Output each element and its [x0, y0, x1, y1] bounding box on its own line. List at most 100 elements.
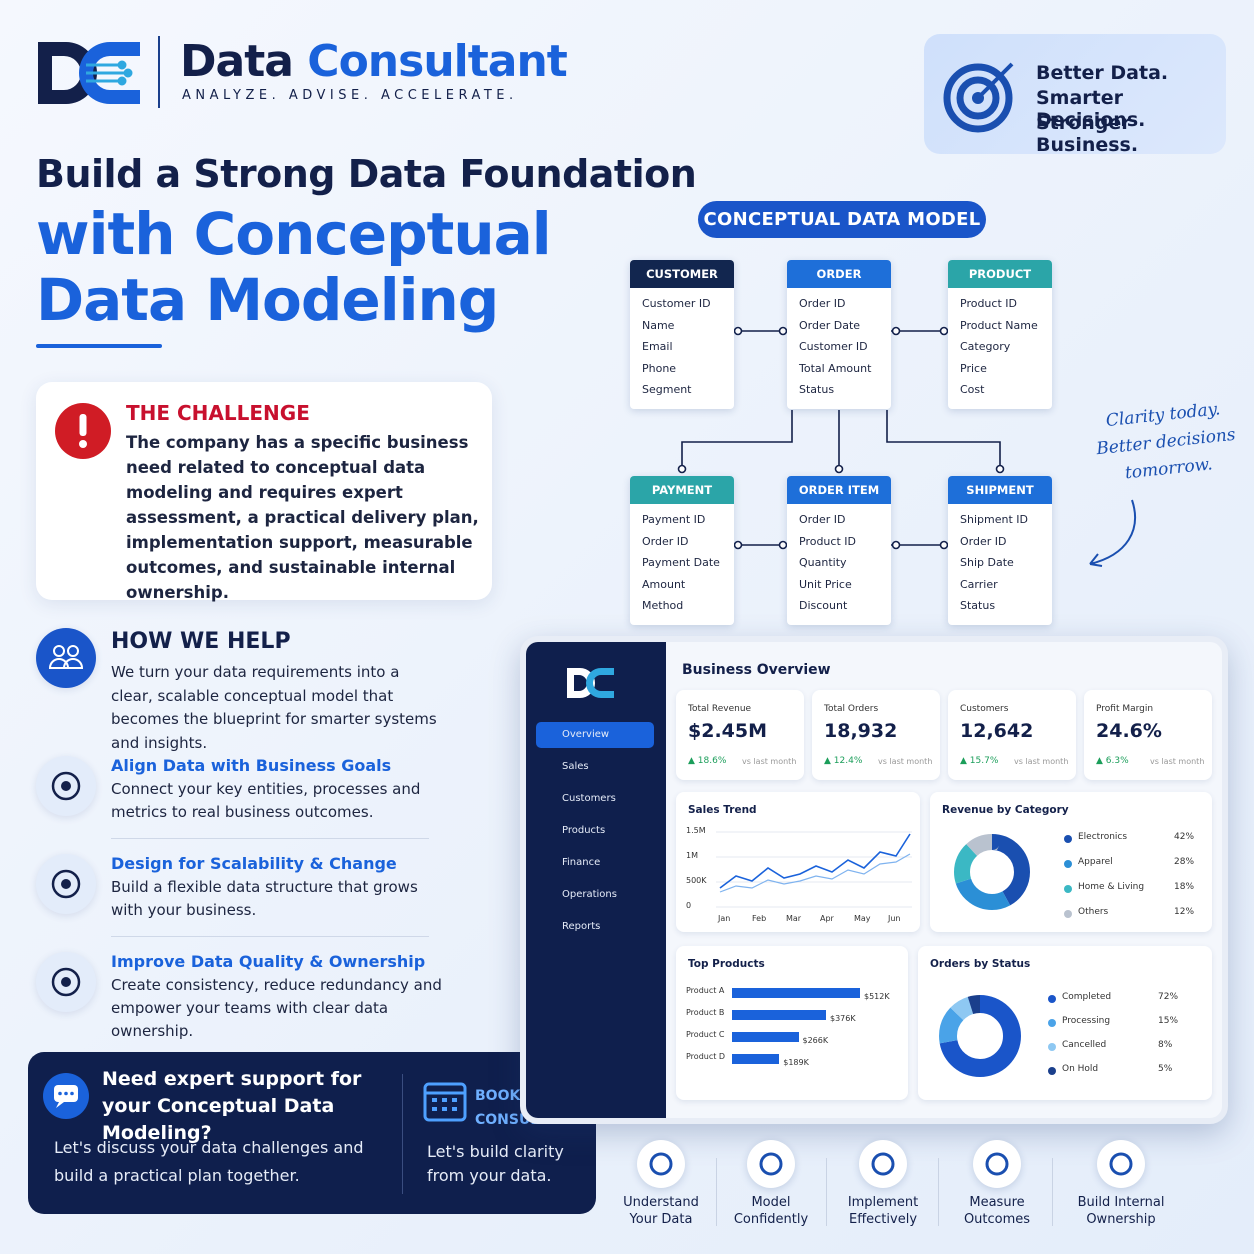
entity-name: SHIPMENT	[948, 476, 1052, 504]
nav-item[interactable]: Products	[562, 825, 606, 836]
legend-label: Others	[1078, 907, 1109, 917]
entity-field: Method	[642, 599, 684, 612]
value-label: 72%	[1158, 992, 1179, 1002]
separator	[111, 838, 429, 839]
item-text: Connect your key entities, processes and…	[111, 780, 421, 821]
kpi-note: vs last month	[1014, 757, 1069, 766]
chat-icon	[43, 1073, 89, 1119]
entity-field: Ship Date	[960, 556, 1014, 569]
entity-field: Phone	[642, 361, 677, 375]
cta-panel	[28, 1052, 596, 1214]
donut-segment	[939, 995, 1021, 1077]
panel-title: Sales Trend	[688, 804, 757, 816]
kpi-value: 12,642	[960, 720, 1034, 742]
entity-field: Quantity	[799, 556, 847, 569]
bar-label: Product C	[686, 1030, 725, 1039]
kpi-change-value: 12.4%	[833, 756, 863, 766]
nav-item[interactable]: Overview	[536, 722, 654, 748]
entity: ORDER Order ID Order Date Customer ID Total …	[787, 260, 891, 409]
target-icon	[943, 62, 1014, 133]
step-label: Build Internal Ownership	[1077, 1195, 1165, 1227]
legend-label: On Hold	[1062, 1064, 1099, 1074]
entity-name: ORDER	[787, 260, 891, 288]
nav-item[interactable]: Reports	[562, 921, 601, 932]
step: Measure Outcomes	[942, 1140, 1052, 1228]
value-label: 15%	[1158, 1016, 1179, 1026]
kpi-change-value: 15.7%	[969, 756, 999, 766]
step-icon	[973, 1140, 1021, 1188]
challenge-card	[36, 382, 492, 600]
step: Understand Your Data	[606, 1140, 716, 1228]
trend-line	[716, 831, 912, 908]
icon-ring	[51, 869, 81, 899]
entity-field: Payment ID	[642, 513, 706, 526]
value-label: 18%	[1174, 882, 1195, 892]
value-label: 28%	[1174, 857, 1195, 867]
step-label: Understand Your Data	[623, 1195, 699, 1227]
entity-field: Price	[960, 361, 987, 375]
kpi-label: Profit Margin	[1096, 704, 1154, 714]
entity-field: Cost	[960, 383, 985, 396]
legend-dot	[1048, 1067, 1056, 1075]
icon-glyph	[649, 1152, 673, 1176]
kpi-change-value: 18.6%	[697, 756, 727, 766]
donut-segment	[954, 834, 1030, 910]
headline-accent: Data Modeling	[36, 266, 499, 334]
nav-item[interactable]: Operations	[562, 889, 617, 900]
handwritten-note: Clarity today. Better decisions tomorrow…	[1095, 399, 1237, 484]
donut-segment	[954, 834, 1030, 910]
entity-field: Order ID	[960, 534, 1007, 548]
challenge-text: The company has a specific business need…	[126, 433, 479, 602]
icon-dot	[61, 879, 71, 889]
kpi-card: Profit Margin 24.6% ▲ 6.3% vs last month	[1084, 690, 1212, 780]
step-divider	[716, 1158, 717, 1226]
cta-subtext: Let's build clarity from your data.	[427, 1142, 564, 1185]
step-divider	[938, 1158, 939, 1226]
nav-item[interactable]: Customers	[562, 793, 616, 804]
legend-dot	[1064, 835, 1072, 843]
brand-word: Consultant	[307, 36, 568, 87]
value-label: $376K	[830, 1014, 856, 1023]
arrow: ▲	[960, 756, 970, 766]
donut	[954, 834, 1030, 910]
cta-title: Need expert support for your Conceptual …	[102, 1068, 362, 1144]
entity-field: Discount	[799, 599, 848, 612]
legend-label: Cancelled	[1062, 1040, 1107, 1050]
challenge-title: THE CHALLENGE	[126, 401, 310, 425]
item-icon	[36, 756, 96, 816]
icon-ring	[1109, 1152, 1133, 1176]
kpi-note: vs last month	[742, 757, 797, 766]
step-label: Model Confidently	[733, 1195, 809, 1227]
arrow: ▲	[1096, 756, 1106, 766]
entity-field: Product Name	[960, 318, 1038, 332]
value-label: $189K	[783, 1058, 809, 1067]
badge: Better Data. Smarter Decisions. Stronger…	[924, 34, 1226, 156]
dashboard: Overview Sales Customers Products Finance Ope…	[520, 636, 1228, 1124]
x-tick-label: Apr	[820, 914, 834, 923]
legend-dot	[1064, 885, 1072, 893]
entity-field: Product ID	[799, 534, 856, 548]
entity-field: Product ID	[960, 297, 1017, 310]
brand: Data Consultant	[180, 36, 568, 87]
value-label: $512K	[864, 992, 890, 1001]
icon-glyph	[51, 967, 81, 997]
kpi-value: 24.6%	[1096, 720, 1162, 742]
entity-field: Order ID	[799, 513, 846, 526]
step-label: Implement Effectively	[847, 1195, 919, 1227]
item-title: Improve Data Quality & Ownership	[111, 952, 426, 971]
legend-dot	[1064, 860, 1072, 868]
icon-ring	[51, 771, 81, 801]
entity-field: Status	[960, 599, 996, 612]
tagline: ANALYZE. ADVISE. ACCELERATE.	[182, 88, 518, 103]
icon-ring	[649, 1152, 673, 1176]
x-tick-label: Mar	[786, 914, 802, 923]
help-icon	[36, 628, 96, 688]
entity-name: PAYMENT	[630, 476, 734, 504]
entity: SHIPMENT Shipment ID Order ID Ship Date Carr…	[948, 476, 1052, 625]
nav-item[interactable]: Sales	[562, 761, 589, 772]
nav-item[interactable]: Finance	[562, 857, 601, 868]
logo	[38, 42, 140, 104]
kpi-change-value: 6.3%	[1105, 756, 1129, 766]
kpi-card: Customers 12,642 ▲ 15.7% vs last month	[948, 690, 1076, 780]
entity-field: Customer ID	[642, 297, 711, 310]
